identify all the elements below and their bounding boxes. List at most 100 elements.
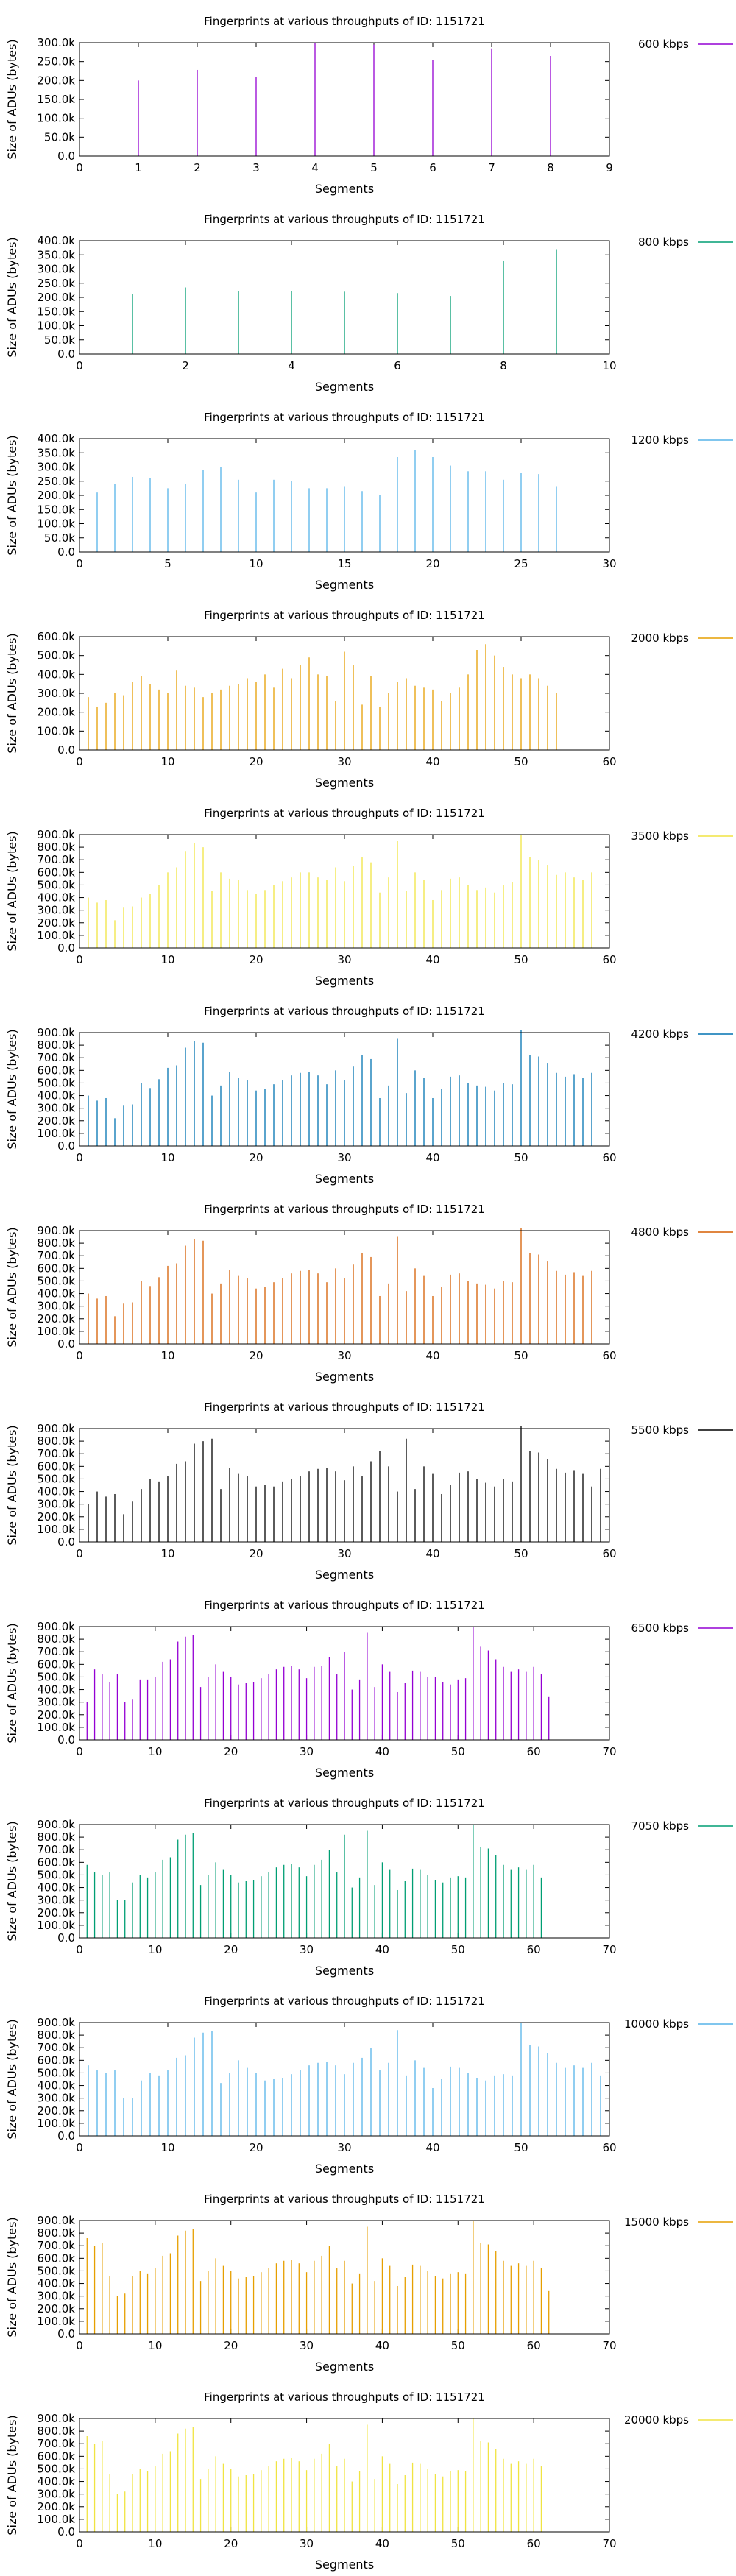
x-tick-label: 0 (76, 1943, 83, 1956)
x-tick-label: 40 (375, 2537, 389, 2550)
y-tick-label: 300.0k (37, 2092, 75, 2105)
bar-chart: Fingerprints at various throughputs of I… (5, 609, 733, 790)
x-tick-label: 4 (311, 161, 319, 174)
y-tick-label: 300.0k (37, 1300, 75, 1313)
y-tick-label: 0.0 (57, 149, 75, 163)
y-tick-label: 500.0k (37, 1076, 75, 1089)
plot-frame (79, 438, 610, 553)
x-tick-label: 20 (224, 1745, 238, 1758)
y-tick-label: 400.0k (37, 1683, 75, 1696)
x-tick-label: 40 (375, 2339, 389, 2352)
y-tick-label: 400.0k (37, 1089, 75, 1103)
x-tick-label: 0 (76, 557, 83, 570)
x-axis-label: Segments (315, 2162, 374, 2176)
x-tick-label: 20 (249, 953, 263, 966)
x-tick-label: 60 (527, 2339, 541, 2352)
x-tick-label: 10 (602, 359, 616, 372)
y-tick-label: 700.0k (37, 1645, 75, 1658)
y-tick-label: 300.0k (37, 263, 75, 276)
y-tick-label: 0.0 (57, 1535, 75, 1549)
y-tick-label: 700.0k (37, 853, 75, 866)
y-tick-label: 600.0k (37, 1064, 75, 1077)
y-tick-label: 100.0k (37, 2117, 75, 2130)
y-tick-label: 100.0k (37, 929, 75, 942)
x-tick-label: 60 (527, 1943, 541, 1956)
y-tick-label: 300.0k (37, 1498, 75, 1511)
x-tick-label: 1 (135, 161, 142, 174)
y-axis-label: Size of ADUs (bytes) (5, 633, 19, 753)
y-tick-label: 0.0 (57, 2525, 75, 2538)
y-tick-label: 300.0k (37, 1102, 75, 1115)
x-tick-label: 6 (429, 161, 436, 174)
y-tick-label: 900.0k (37, 1224, 75, 1237)
y-axis-label: Size of ADUs (bytes) (5, 1821, 19, 1941)
y-tick-label: 300.0k (37, 461, 75, 474)
plot-frame (79, 1032, 610, 1147)
y-axis-label: Size of ADUs (bytes) (5, 1623, 19, 1743)
plot-frame (79, 636, 610, 751)
x-axis-label: Segments (315, 2360, 374, 2374)
y-tick-label: 200.0k (37, 74, 75, 87)
y-tick-label: 400.0k (37, 1485, 75, 1498)
y-tick-label: 400.0k (37, 1287, 75, 1301)
x-tick-label: 50 (514, 755, 528, 768)
legend-label: 5500 kbps (631, 1423, 690, 1437)
x-tick-label: 40 (375, 1943, 389, 1956)
bar-chart: Fingerprints at various throughputs of I… (5, 15, 733, 196)
x-tick-label: 20 (249, 755, 263, 768)
x-tick-label: 70 (602, 1943, 616, 1956)
y-tick-label: 0.0 (57, 1139, 75, 1153)
legend-label: 15000 kbps (624, 2215, 689, 2229)
x-tick-label: 60 (602, 1349, 616, 1362)
y-tick-label: 250.0k (37, 55, 75, 68)
y-tick-label: 0.0 (57, 1733, 75, 1747)
plot-frame (79, 2022, 610, 2137)
y-tick-label: 100.0k (37, 112, 75, 125)
y-tick-label: 300.0k (37, 36, 75, 49)
y-tick-label: 150.0k (37, 305, 75, 318)
y-tick-label: 400.0k (37, 2277, 75, 2290)
y-tick-label: 600.0k (37, 1459, 75, 1473)
y-tick-label: 200.0k (37, 1510, 75, 1524)
bar-chart: Fingerprints at various throughputs of I… (5, 213, 733, 394)
x-tick-label: 10 (148, 1943, 162, 1956)
x-axis-label: Segments (315, 2558, 374, 2572)
x-tick-label: 20 (224, 2537, 238, 2550)
x-tick-label: 20 (249, 1547, 263, 1560)
chart-panel: Fingerprints at various throughputs of I… (0, 990, 736, 1188)
y-tick-label: 700.0k (37, 1051, 75, 1064)
y-tick-label: 800.0k (37, 1434, 75, 1448)
chart-title: Fingerprints at various throughputs of I… (204, 213, 485, 226)
y-tick-label: 900.0k (37, 1620, 75, 1633)
x-tick-label: 60 (602, 1151, 616, 1164)
y-tick-label: 400.0k (37, 2475, 75, 2488)
bar-chart: Fingerprints at various throughputs of I… (5, 1203, 733, 1384)
y-axis-label: Size of ADUs (bytes) (5, 39, 19, 159)
y-tick-label: 200.0k (37, 1114, 75, 1128)
x-tick-label: 0 (76, 1349, 83, 1362)
x-tick-label: 20 (249, 2141, 263, 2154)
y-tick-label: 500.0k (37, 1868, 75, 1881)
chart-panel: Fingerprints at various throughputs of I… (0, 1584, 736, 1782)
bar-chart: Fingerprints at various throughputs of I… (5, 2391, 733, 2572)
y-tick-label: 400.0k (37, 1881, 75, 1894)
x-tick-label: 60 (527, 2537, 541, 2550)
legend-label: 600 kbps (638, 38, 689, 51)
y-tick-label: 300.0k (37, 1696, 75, 1709)
y-tick-label: 100.0k (37, 2315, 75, 2328)
y-tick-label: 400.0k (37, 432, 75, 445)
y-tick-label: 800.0k (37, 1236, 75, 1250)
y-tick-label: 200.0k (37, 2104, 75, 2117)
y-tick-label: 800.0k (37, 841, 75, 854)
y-axis-label: Size of ADUs (bytes) (5, 2415, 19, 2535)
bar-chart: Fingerprints at various throughputs of I… (5, 1401, 733, 1582)
y-tick-label: 200.0k (37, 1708, 75, 1722)
y-axis-label: Size of ADUs (bytes) (5, 1425, 19, 1545)
x-tick-label: 7 (488, 161, 495, 174)
y-tick-label: 0.0 (57, 545, 75, 559)
x-tick-label: 2 (194, 161, 201, 174)
y-tick-label: 50.0k (44, 531, 75, 545)
chart-panel: Fingerprints at various throughputs of I… (0, 2376, 736, 2574)
y-tick-label: 600.0k (37, 866, 75, 879)
